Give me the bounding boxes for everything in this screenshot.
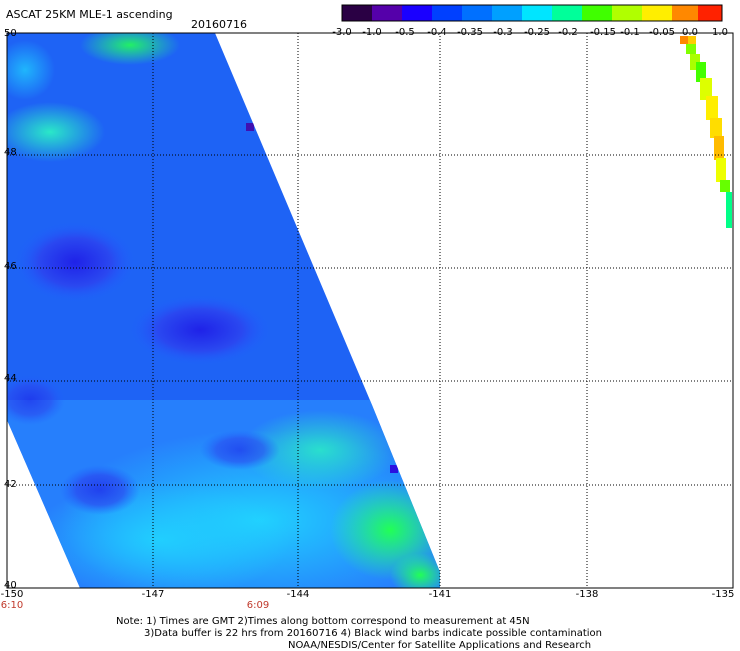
time-label-mid: 6:09 — [246, 600, 270, 611]
cb-seg-7 — [552, 5, 582, 21]
lat-label-40: 40 — [4, 580, 17, 591]
cb-seg-12 — [698, 5, 722, 21]
cb-seg-2 — [402, 5, 432, 21]
cb-seg-5 — [492, 5, 522, 21]
map-frame — [6, 32, 734, 589]
cb-border — [341, 4, 723, 22]
swath-right — [680, 36, 732, 228]
cb-seg-8 — [582, 5, 612, 21]
note-line-3: NOAA/NESDIS/Center for Satellite Applica… — [288, 640, 592, 651]
cb-seg-6 — [522, 5, 552, 21]
lat-label-48: 48 — [4, 147, 17, 158]
note-line-2: 3)Data buffer is 22 hrs from 20160716 4)… — [144, 628, 602, 639]
cb-seg-9 — [612, 5, 642, 21]
map-date: 20160716 — [191, 18, 247, 31]
lat-label-46: 46 — [4, 261, 17, 272]
lon-label-135: -135 — [711, 589, 735, 600]
lon-gridlines — [152, 33, 588, 588]
lon-label-141: -141 — [428, 589, 452, 600]
swath-left — [7, 33, 440, 588]
lat-label-50: 50 — [4, 28, 17, 39]
purple-pixel — [246, 123, 254, 131]
lon-label-150: -150 — [0, 589, 24, 600]
cb-seg-1 — [372, 5, 402, 21]
lat-label-42: 42 — [4, 479, 17, 490]
map-title: ASCAT 25KM MLE-1 ascending — [6, 8, 173, 21]
cb-seg-3 — [432, 5, 462, 21]
lon-label-147: -147 — [141, 589, 165, 600]
time-label-left: 6:10 — [0, 600, 24, 611]
note-line-1: Note: 1) Times are GMT 2)Times along bot… — [116, 616, 530, 627]
purple-pixel-2 — [390, 465, 398, 473]
lon-label-138: -138 — [575, 589, 599, 600]
cb-seg-10 — [642, 5, 672, 21]
lat-gridlines — [7, 154, 733, 486]
lon-label-144: -144 — [286, 589, 310, 600]
cb-seg-0 — [342, 5, 372, 21]
colorbar — [341, 4, 723, 22]
lat-label-44: 44 — [4, 373, 17, 384]
cb-seg-4 — [462, 5, 492, 21]
cb-seg-11 — [672, 5, 698, 21]
